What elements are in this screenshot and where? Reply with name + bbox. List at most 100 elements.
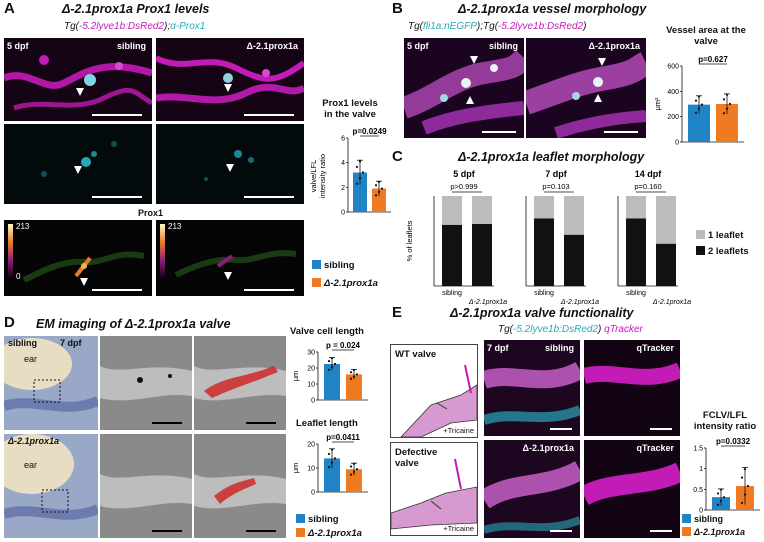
panel-a-mutant-label: Δ-2.1prox1a [246,41,299,51]
panel-d-mutant-label: Δ-2.1prox1a [8,436,60,446]
ear-label: ear [24,354,38,364]
y-tick-label: 1.5 [693,446,703,453]
arrowhead-icon [598,58,606,66]
data-point [743,468,747,471]
panel-e-mutant-label: Δ-2.1prox1a [522,443,575,453]
panel-d-sibling-overview: sibling 7 dpf ear [4,336,98,430]
panel-a-sibling-heatmap: 213 0 [4,220,152,296]
scale-bar [550,428,572,430]
panel-a-sibling-merge: 5 dpf sibling [4,38,152,121]
panel-d-mutant-overview: Δ-2.1prox1a ear [4,434,98,538]
panel-b-title: Δ-2.1prox1a vessel morphology [458,2,647,16]
data-point [330,461,334,464]
tricaine-label: +Tricaine [443,524,474,533]
group-label: 14 dpf [635,169,663,179]
data-point [719,499,723,503]
panel-d-sibling-em [100,336,192,430]
panel-d-chart1-title: Valve cell length [290,326,364,337]
arrowhead-icon [224,84,232,92]
panel-c-letter: C [392,148,403,165]
bar-1-leaflet [442,196,462,225]
x-tick-label: Δ-2.1prox1a [560,299,599,306]
scale-bar [152,530,182,532]
data-point [740,476,744,479]
panel-a-letter: A [4,0,15,17]
panel-a-legend-mutant: Δ-2.1prox1a [312,278,378,289]
y-tick-label: 200 [667,114,679,121]
panel-a-stage-label: 5 dpf [7,41,29,51]
p-value: p>0.999 [450,182,477,191]
panel-e-title: Δ-2.1prox1a valve functionality [450,306,634,320]
panel-c-chart: % of leaflets 5 dpf p>0.999 sibling Δ-2.1pro… [404,168,694,308]
scale-bar [244,196,294,198]
panel-b-mutant-label: Δ-2.1prox1a [588,41,641,51]
y-tick-label: 0 [675,140,679,147]
scale-bar [246,530,276,532]
scale-bar [92,114,142,116]
data-point [349,473,353,476]
y-axis-label: μm [291,371,300,382]
data-point [719,488,723,491]
bar-1-leaflet [564,196,584,235]
panel-e-mutant-qtracker: qTracker [584,440,680,538]
data-point [330,365,334,369]
panel-a-chart-title: Prox1 levels in the valve [322,98,378,120]
bar-2-leaflets [472,223,492,286]
arrowhead-icon [466,96,474,104]
data-point [352,470,356,474]
panel-e-sibling-qtracker: qTracker [584,340,680,436]
x-tick-label: Δ-2.1prox1a [652,299,691,306]
bar-Δ-2.1prox1a [346,374,362,400]
data-point [374,194,378,197]
arrowhead-icon [224,272,232,280]
data-point [333,457,337,460]
y-tick-label: 4 [341,160,345,167]
data-point [697,95,701,98]
defective-valve-schematic: Defective valve +Tricaine [390,442,478,536]
data-point [333,362,337,366]
scale-bar [244,114,294,116]
data-point [349,465,353,468]
data-point [694,111,698,114]
panel-e-sibling-label: sibling [545,343,574,353]
scale-bar [482,131,516,133]
data-point [355,182,359,185]
y-tick-label: 6 [341,136,345,143]
p-value: p = 0.024 [326,341,361,350]
y-axis-label: valve/LFL [309,160,318,193]
data-point [722,98,726,101]
scale-bar [650,530,672,532]
data-point [694,99,698,102]
y-axis-label: μm [291,463,300,474]
data-point [327,359,331,363]
panel-c-legend-one: 1 leaflet [696,230,743,241]
defective-valve-label: Defective valve [395,447,438,469]
colorbar [160,224,165,280]
panel-a-mutant-heatmap: 213 [156,220,304,296]
data-point [716,503,720,506]
panel-d-title: EM imaging of Δ-2.1prox1a valve [36,317,231,331]
panel-b-subtitle: Tg(fli1a:nEGFP);Tg(-5.2lyve1b:DsRed2) [408,21,587,32]
panel-c-legend-two: 2 leaflets [696,246,749,257]
arrowhead-icon [80,278,88,286]
panel-d-chart2-title: Leaflet length [296,418,358,429]
p-value: p=0.160 [634,182,661,191]
group-label: 7 dpf [545,169,568,179]
y-tick-label: 10 [307,382,315,389]
data-point [358,177,362,180]
panel-a-mutant-merge: Δ-2.1prox1a [156,38,304,121]
bar-1-leaflet [472,196,492,224]
y-tick-label: 30 [307,350,315,357]
panel-e-qtracker-label: qTracker [636,343,674,353]
panel-a-mutant-prox1 [156,124,304,204]
p-value: p=0.103 [542,182,569,191]
arrowhead-icon [74,166,82,174]
data-point [716,492,720,495]
scale-bar [152,422,182,424]
x-tick-label: Δ-2.1prox1a [468,299,507,306]
data-point [355,165,359,169]
panel-b-sibling-image: 5 dpf sibling [404,38,524,138]
arrowhead-icon [594,94,602,102]
data-point [327,452,331,456]
data-point [374,184,378,187]
